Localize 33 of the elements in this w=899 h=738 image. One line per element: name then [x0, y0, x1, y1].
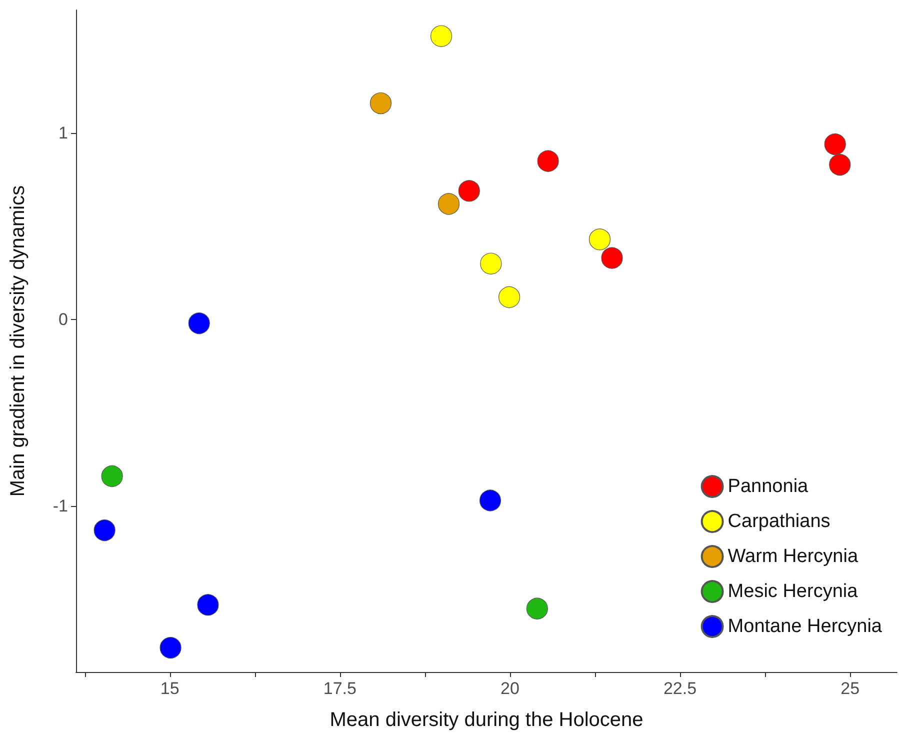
point	[526, 598, 548, 620]
x-tick-label: 15	[160, 679, 180, 698]
x-tick-label: 25	[840, 679, 860, 698]
x-axis-title: Mean diversity during the Holocene	[330, 709, 644, 731]
point	[537, 150, 559, 172]
point	[829, 154, 851, 176]
point	[370, 92, 392, 114]
point	[101, 465, 123, 487]
point	[480, 252, 502, 274]
y-axis-title: Main gradient in diversity dynamics	[7, 185, 29, 497]
legend-label: Pannonia	[728, 476, 809, 497]
legend-label: Warm Hercynia	[728, 546, 858, 567]
legend-label: Carpathians	[728, 511, 830, 532]
point	[824, 133, 846, 156]
legend-label: Montane Hercynia	[728, 616, 882, 637]
point	[498, 286, 520, 308]
point	[188, 312, 210, 334]
x-tick-label: 20	[500, 679, 520, 698]
point	[197, 594, 219, 616]
point	[438, 193, 460, 215]
y-tick-label: 0	[58, 310, 68, 330]
x-tick-label: 22.5	[663, 679, 697, 698]
point	[601, 247, 623, 269]
y-tick-label: -1	[52, 496, 68, 516]
point	[94, 519, 116, 542]
y-tick-label: 1	[58, 124, 68, 143]
point	[588, 228, 611, 250]
x-tick-label: 17.5	[323, 679, 356, 698]
point	[458, 180, 480, 202]
legend-label: Mesic Hercynia	[728, 581, 858, 602]
point	[160, 636, 182, 659]
point	[430, 25, 452, 47]
point	[479, 490, 502, 512]
